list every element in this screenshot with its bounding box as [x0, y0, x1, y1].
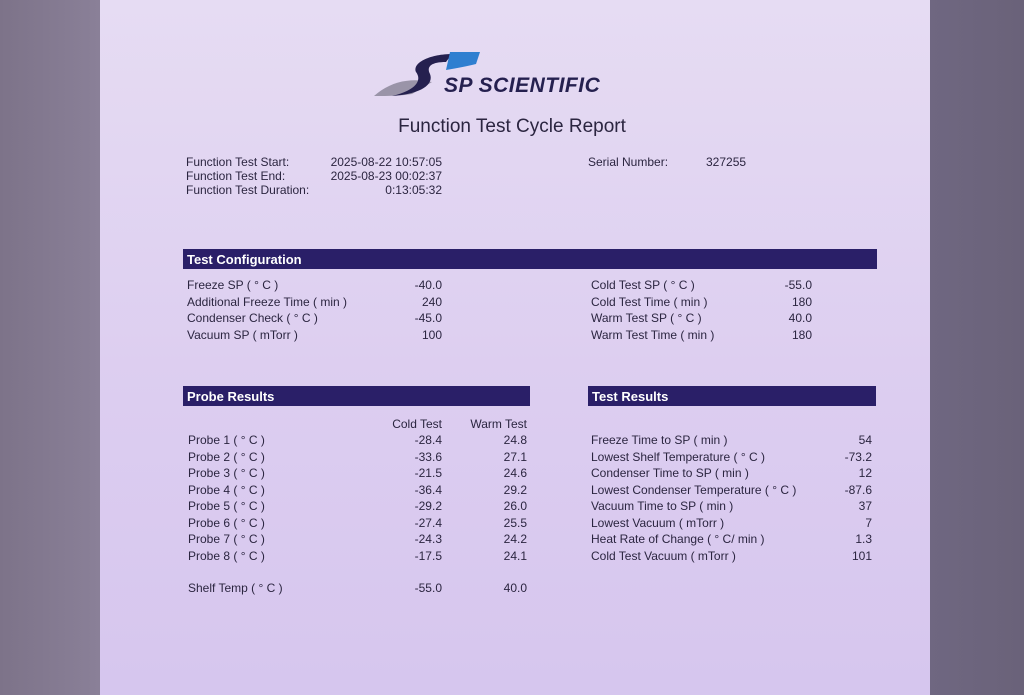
- config-value: 240: [421, 294, 442, 309]
- serial-label: Serial Number:: [588, 155, 669, 169]
- probe-label: Probe 8 ( ° C ): [188, 548, 265, 563]
- shelf-cold-value: -55.0: [414, 581, 442, 595]
- probe-warm-value: 24.2: [503, 532, 527, 546]
- config-value: -45.0: [414, 311, 442, 325]
- config-label: Additional Freeze Time ( min ): [187, 294, 348, 309]
- probe-cold-value: -24.3: [414, 532, 442, 546]
- config-label: Freeze SP ( ° C ): [187, 278, 279, 292]
- config-value: -55.0: [784, 278, 812, 292]
- probe-label: Probe 4 ( ° C ): [188, 482, 265, 497]
- result-value: -87.6: [844, 482, 872, 497]
- serial-value: 327255: [706, 155, 747, 169]
- config-value: 180: [791, 327, 812, 342]
- result-label: Freeze Time to SP ( min ): [591, 433, 728, 447]
- test-configuration-header: Test Configuration: [183, 249, 877, 269]
- result-label: Heat Rate of Change ( ° C/ min ): [591, 532, 765, 546]
- probe-label: Probe 5 ( ° C ): [188, 499, 265, 513]
- info-label: Function Test Start:: [186, 155, 290, 169]
- probe-cold-value: -28.4: [414, 433, 442, 447]
- probe-warm-value: 27.1: [503, 449, 527, 464]
- result-label: Lowest Shelf Temperature ( ° C ): [591, 449, 765, 464]
- probe-label: Probe 3 ( ° C ): [188, 466, 265, 480]
- result-value: 37: [858, 499, 872, 513]
- probe-cold-value: -36.4: [414, 482, 442, 497]
- probe-warm-value: 24.8: [503, 433, 527, 447]
- info-label: Function Test Duration:: [186, 183, 310, 197]
- info-label: Function Test End:: [186, 169, 286, 183]
- probe-cold-value: -17.5: [414, 548, 442, 563]
- sp-scientific-logo-icon: [374, 52, 480, 96]
- probe-label: Probe 7 ( ° C ): [188, 532, 265, 546]
- config-label: Condenser Check ( ° C ): [187, 311, 318, 325]
- report-title: Function Test Cycle Report: [398, 116, 626, 137]
- config-value: 40.0: [788, 311, 812, 325]
- config-label: Cold Test SP ( ° C ): [591, 278, 695, 292]
- result-value: 1.3: [855, 532, 872, 546]
- result-value: 101: [851, 548, 872, 563]
- config-label: Cold Test Time ( min ): [591, 294, 708, 309]
- probe-warm-value: 26.0: [503, 499, 527, 513]
- column-cold-test: Cold Test: [392, 417, 442, 431]
- probe-cold-value: -27.4: [414, 515, 442, 530]
- result-value: 54: [858, 433, 872, 447]
- probe-warm-value: 29.2: [503, 482, 527, 497]
- column-warm-test: Warm Test: [470, 417, 527, 431]
- config-value: 180: [791, 294, 812, 309]
- shelf-temp-label: Shelf Temp ( ° C ): [188, 581, 283, 595]
- brand-name: SP SCIENTIFIC: [444, 74, 601, 97]
- info-value: 2025-08-23 00:02:37: [330, 169, 442, 183]
- probe-label: Probe 2 ( ° C ): [188, 449, 265, 464]
- result-value: 12: [858, 466, 872, 480]
- config-label: Vacuum SP ( mTorr ): [187, 327, 298, 342]
- probe-cold-value: -33.6: [414, 449, 442, 464]
- probe-warm-value: 24.6: [503, 466, 527, 480]
- config-value: -40.0: [414, 278, 442, 292]
- config-label: Warm Test Time ( min ): [591, 327, 715, 342]
- result-label: Vacuum Time to SP ( min ): [591, 499, 734, 513]
- probe-label: Probe 1 ( ° C ): [188, 433, 265, 447]
- result-label: Cold Test Vacuum ( mTorr ): [591, 548, 736, 563]
- result-value: 7: [865, 515, 872, 530]
- probe-label: Probe 6 ( ° C ): [188, 515, 265, 530]
- shelf-warm-value: 40.0: [503, 581, 527, 595]
- config-value: 100: [421, 327, 442, 342]
- result-value: -73.2: [844, 449, 872, 464]
- test-results-header: Test Results: [588, 386, 876, 406]
- report-page: [100, 0, 930, 695]
- probe-cold-value: -21.5: [414, 466, 442, 480]
- result-label: Lowest Vacuum ( mTorr ): [591, 515, 725, 530]
- info-value: 2025-08-22 10:57:05: [330, 155, 442, 169]
- info-value: 0:13:05:32: [385, 183, 442, 197]
- probe-warm-value: 25.5: [503, 515, 527, 530]
- probe-results-header: Probe Results: [183, 386, 530, 406]
- probe-warm-value: 24.1: [503, 548, 527, 563]
- result-label: Condenser Time to SP ( min ): [591, 466, 749, 480]
- result-label: Lowest Condenser Temperature ( ° C ): [591, 482, 797, 497]
- config-label: Warm Test SP ( ° C ): [591, 311, 702, 325]
- probe-cold-value: -29.2: [414, 499, 442, 513]
